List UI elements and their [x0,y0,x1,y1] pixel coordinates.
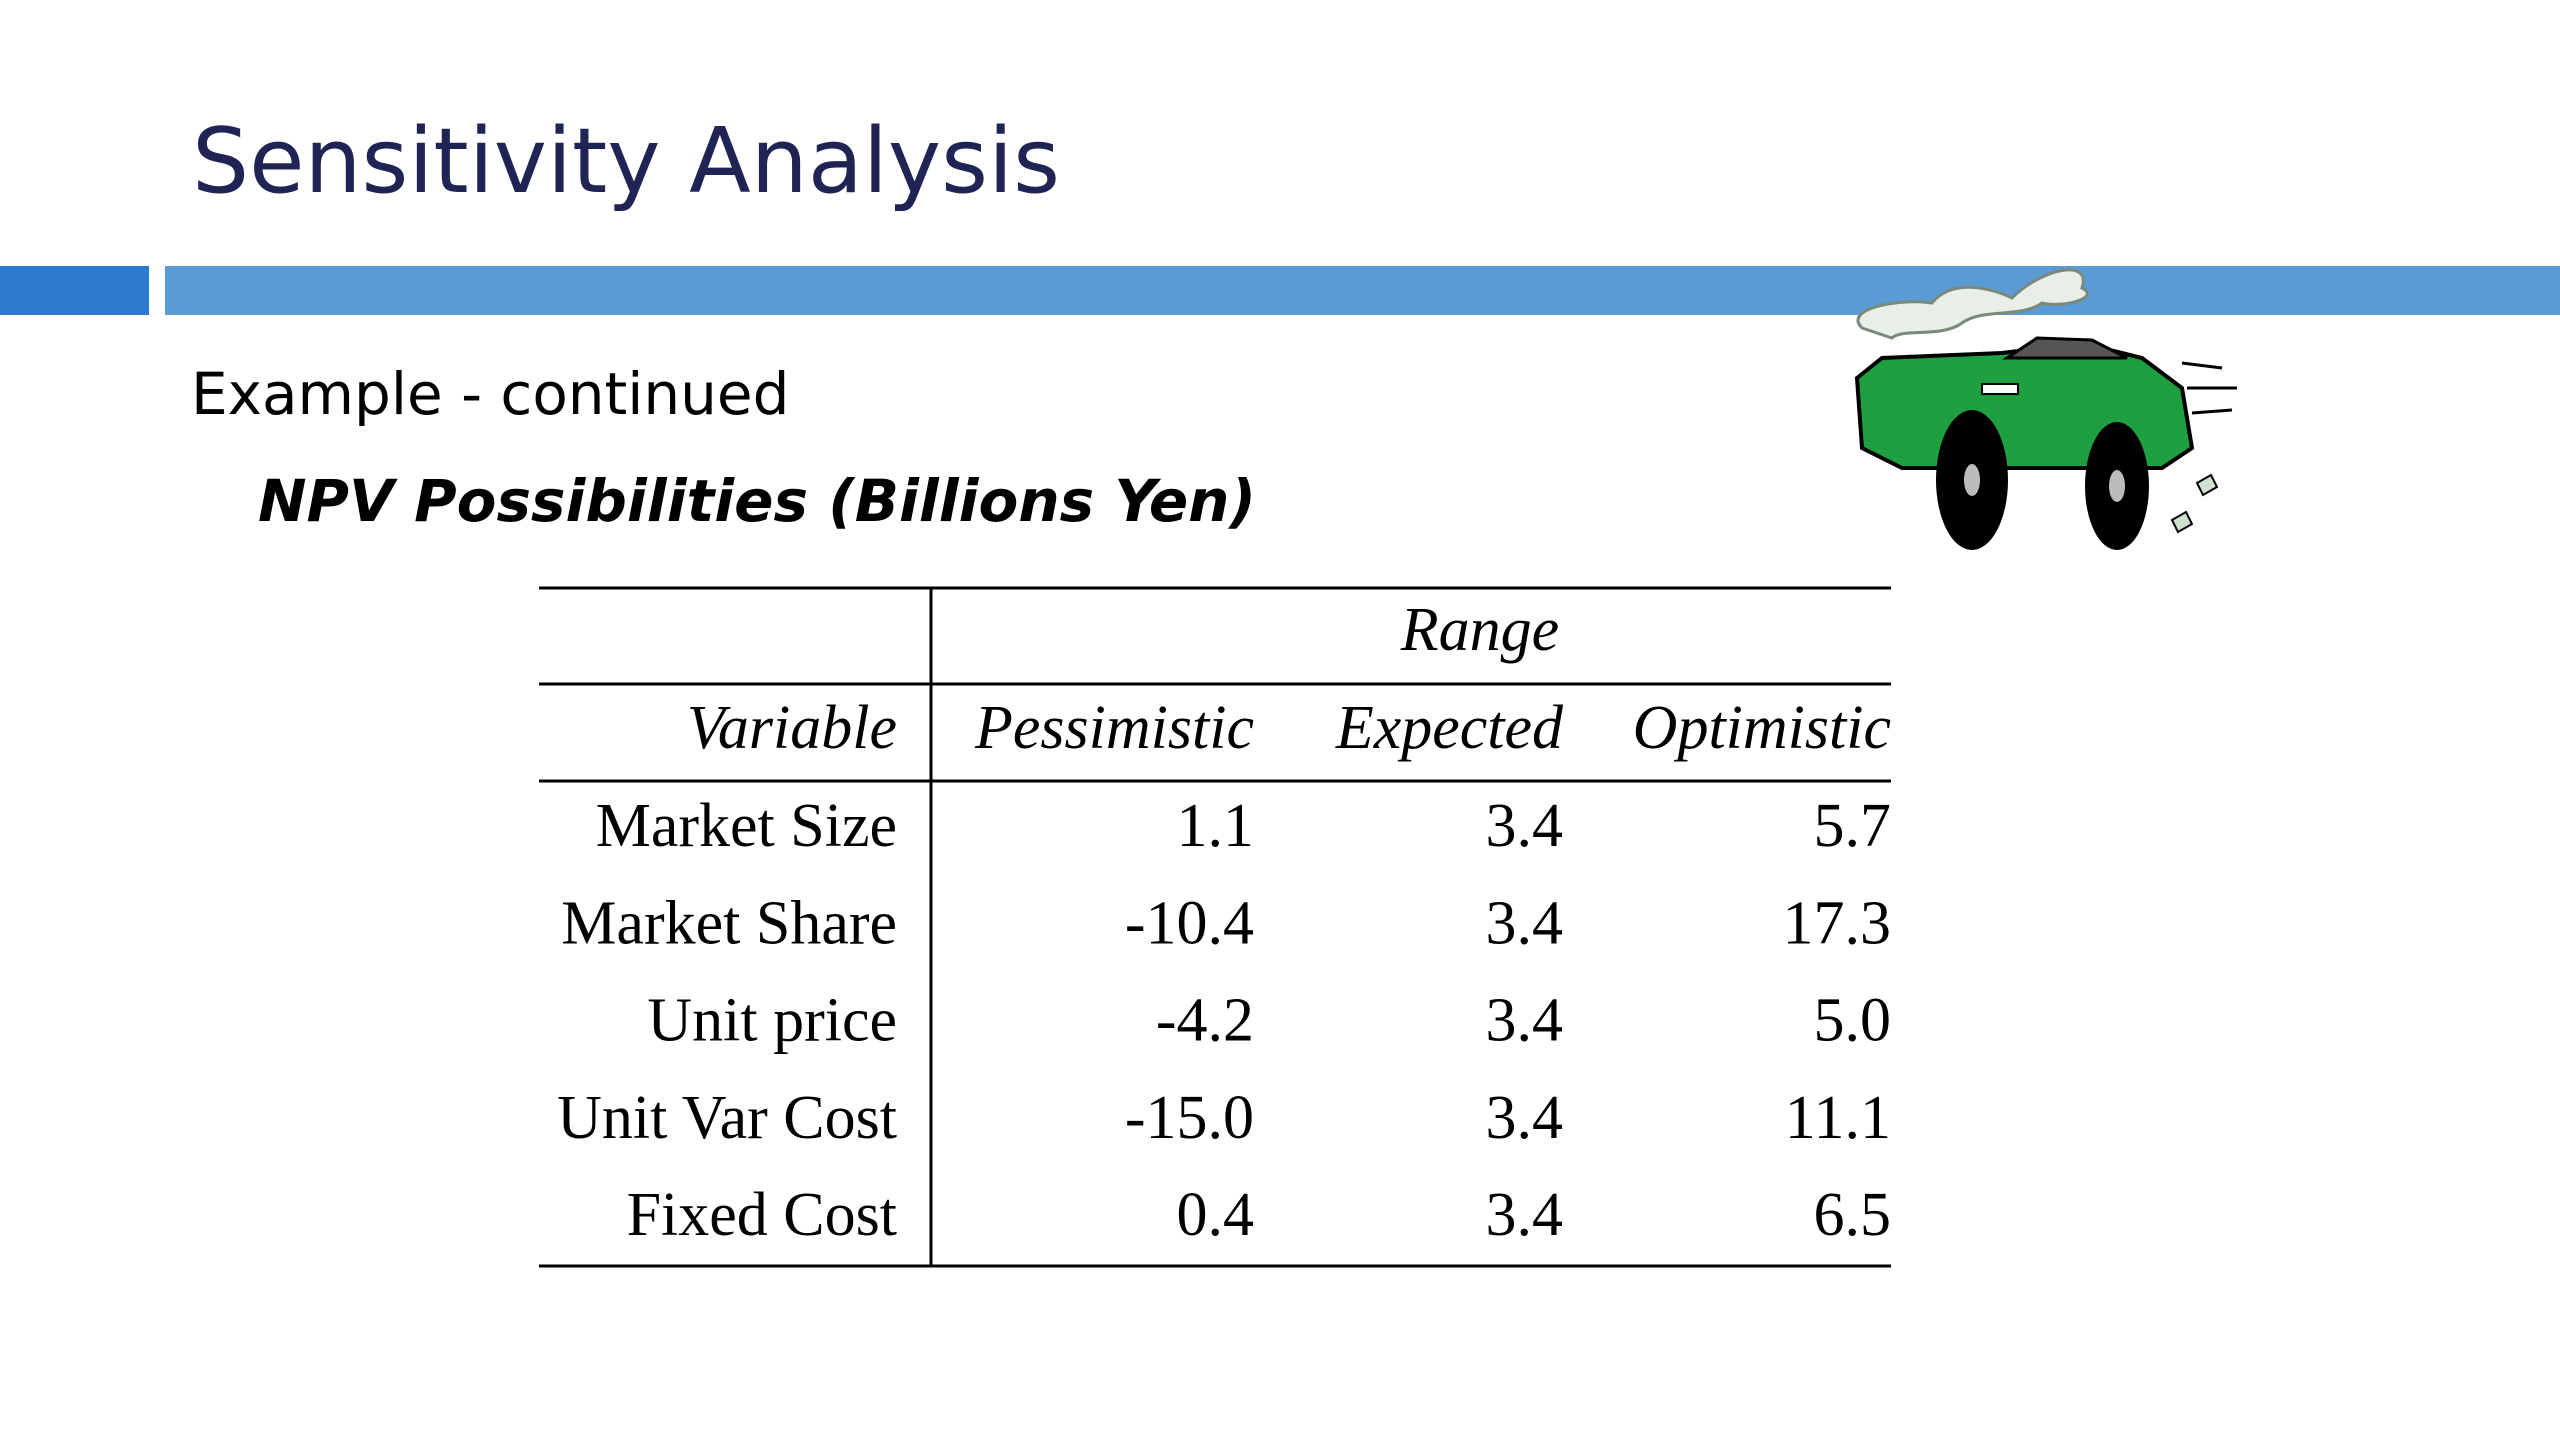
column-header: Pessimistic [974,694,1254,762]
column-header: Optimistic [1633,694,1891,762]
cell: -10.4 [1125,889,1254,957]
accent-bar [165,266,2560,315]
cell: 3.4 [1486,1084,1564,1152]
cell: 1.1 [1177,792,1255,860]
speed-lines [2181,361,2237,415]
cell: 0.4 [1177,1181,1255,1249]
car-illustration [1854,268,2237,550]
cell: 17.3 [1783,889,1892,957]
car-grille [1981,383,2019,395]
slide-title: Sensitivity Analysis [192,109,1060,214]
cell: 6.5 [1814,1181,1892,1249]
row-label: Market Share [561,889,897,957]
smoke [1856,268,2089,340]
row-label: Market Size [596,792,897,860]
cell: 3.4 [1486,1181,1564,1249]
row-label: Fixed Cost [627,1181,897,1249]
cell: 11.1 [1785,1084,1891,1152]
accent-block [0,266,149,315]
cell: 3.4 [1486,987,1564,1055]
hubcap [2109,470,2125,502]
cell: -15.0 [1125,1084,1254,1152]
cell: -4.2 [1156,987,1254,1055]
cell: 3.4 [1486,792,1564,860]
table: Range Variable Pessimistic Expected Optimis… [539,586,1892,1268]
cell: 5.7 [1814,792,1892,860]
cell: 3.4 [1486,889,1564,957]
hubcap [1964,464,1980,496]
row-label: Unit Var Cost [557,1084,897,1152]
column-header: Expected [1335,694,1564,762]
group-header: Range [1400,596,1559,664]
cell: 5.0 [1814,987,1892,1055]
subtitle: Example - continued [191,360,789,428]
car-window [2002,336,2128,360]
dust [2170,473,2219,534]
row-label: Unit price [647,987,897,1055]
column-header: Variable [687,694,897,762]
heading: NPV Possibilities (Billions Yen) [258,467,1256,535]
